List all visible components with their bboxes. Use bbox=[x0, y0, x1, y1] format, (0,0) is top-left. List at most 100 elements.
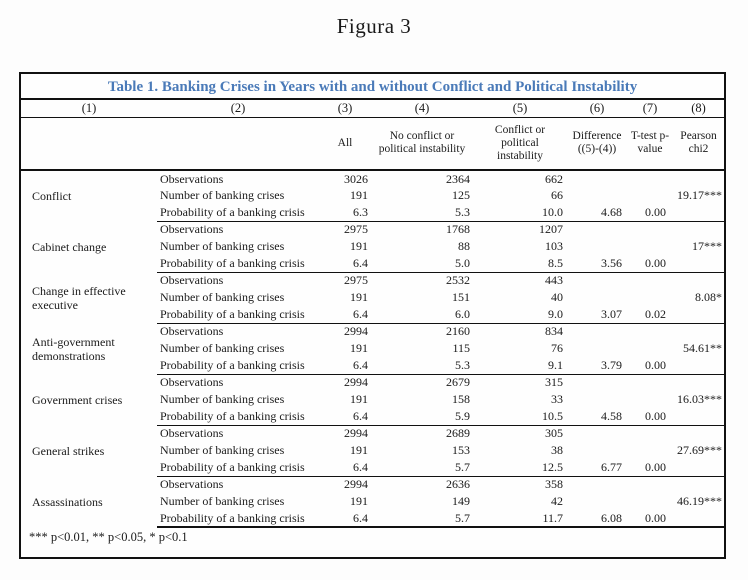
metric-label: Probability of a banking crisis bbox=[157, 408, 319, 426]
ttest-cell: 0.00 bbox=[627, 459, 673, 477]
data-row: Number of banking crises 191 88 103 17*** bbox=[21, 238, 724, 255]
value-cell: 5.7 bbox=[371, 459, 473, 477]
metric-label: Number of banking crises bbox=[160, 239, 285, 253]
data-row: Probability of a banking crisis 6.4 5.7 12.… bbox=[21, 459, 725, 477]
value-cell: 2636 bbox=[446, 477, 470, 492]
ttest-cell: 0.02 bbox=[627, 306, 673, 324]
value-cell: 158 bbox=[452, 392, 470, 406]
value-cell: 1207 bbox=[539, 222, 563, 237]
value-cell: 115 bbox=[452, 341, 470, 355]
difference-cell: 3.56 bbox=[567, 255, 627, 273]
data-row: Number of banking crises 191 151 40 8.08* bbox=[21, 289, 724, 306]
value-cell: 834 bbox=[545, 324, 563, 339]
data-row: Number of banking crises 191 125 66 19.17*** bbox=[21, 187, 724, 204]
value-cell: 5.9 bbox=[371, 408, 473, 426]
pearson-cell bbox=[673, 255, 725, 273]
value-cell: 9.1 bbox=[473, 357, 567, 375]
category-cell: Assassinations bbox=[32, 494, 103, 509]
ttest-cell bbox=[627, 238, 673, 255]
ttest-cell bbox=[627, 340, 673, 357]
table-header: Table 1. Banking Crises in Years with an… bbox=[21, 74, 725, 171]
ttest-cell bbox=[627, 391, 673, 408]
ttest-cell: 0.00 bbox=[627, 357, 673, 375]
data-row: Probability of a banking crisis 6.4 5.3 9.1… bbox=[21, 357, 725, 375]
metric-label: Number of banking crises bbox=[160, 341, 285, 355]
table-body: Conflict Observations 3026 2364 662 Number of… bbox=[21, 170, 725, 528]
pearson-cell bbox=[673, 204, 725, 222]
difference-cell bbox=[567, 340, 627, 357]
pearson-cell bbox=[673, 272, 724, 289]
difference-cell bbox=[567, 221, 627, 238]
value-cell: 191 bbox=[350, 290, 368, 304]
column-number: (3) bbox=[319, 99, 371, 118]
value-cell: 42 bbox=[551, 494, 563, 508]
pearson-cell bbox=[673, 374, 724, 391]
value-cell: 5.0 bbox=[371, 255, 473, 273]
value-cell: 9.0 bbox=[473, 306, 567, 324]
value-cell: 149 bbox=[452, 494, 470, 508]
value-cell: 5.7 bbox=[371, 510, 473, 528]
metric-label: Probability of a banking crisis bbox=[157, 459, 319, 477]
column-header-pearson: Pearson chi2 bbox=[673, 117, 725, 171]
column-number: (2) bbox=[157, 99, 319, 118]
difference-cell bbox=[567, 289, 627, 306]
metric-label: Probability of a banking crisis bbox=[157, 255, 319, 273]
difference-cell: 4.68 bbox=[567, 204, 627, 222]
pearson-cell bbox=[673, 425, 724, 442]
pearson-cell: 8.08* bbox=[695, 290, 723, 304]
pearson-cell bbox=[673, 323, 724, 340]
metric-label: Observations bbox=[160, 222, 224, 237]
pearson-cell: 46.19*** bbox=[677, 494, 723, 508]
metric-label: Number of banking crises bbox=[160, 494, 285, 508]
column-numbers-row: (1) (2) (3) (4) (5) (6) (7) (8) bbox=[21, 99, 725, 118]
value-cell: 443 bbox=[545, 273, 563, 288]
data-row: Probability of a banking crisis 6.4 6.0 9.0… bbox=[21, 306, 725, 324]
ttest-cell bbox=[627, 170, 673, 187]
pearson-cell bbox=[673, 170, 724, 187]
value-cell: 2994 bbox=[344, 426, 368, 441]
value-cell: 5.3 bbox=[371, 204, 473, 222]
pearson-cell: 27.69*** bbox=[677, 443, 723, 457]
value-cell: 76 bbox=[551, 341, 563, 355]
value-cell: 6.4 bbox=[319, 306, 371, 324]
data-row: Cabinet change Observations 2975 1768 1207 bbox=[21, 221, 724, 253]
ttest-cell bbox=[627, 493, 673, 510]
difference-cell bbox=[567, 238, 627, 255]
ttest-cell: 0.00 bbox=[627, 510, 673, 528]
difference-cell bbox=[567, 391, 627, 408]
value-cell: 2679 bbox=[446, 375, 470, 390]
value-cell: 191 bbox=[350, 341, 368, 355]
value-cell: 103 bbox=[545, 239, 563, 253]
difference-cell bbox=[567, 425, 627, 442]
metric-label: Observations bbox=[160, 324, 224, 339]
value-cell: 2160 bbox=[446, 324, 470, 339]
metric-label: Number of banking crises bbox=[160, 290, 285, 304]
value-cell: 2975 bbox=[344, 222, 368, 237]
value-cell: 40 bbox=[551, 290, 563, 304]
pearson-cell bbox=[673, 476, 724, 493]
difference-cell: 6.08 bbox=[567, 510, 627, 528]
pearson-cell bbox=[673, 408, 725, 426]
pearson-cell: 16.03*** bbox=[677, 392, 723, 406]
metric-label: Observations bbox=[160, 273, 224, 288]
value-cell: 1768 bbox=[446, 222, 470, 237]
column-number: (4) bbox=[371, 99, 473, 118]
value-cell: 12.5 bbox=[473, 459, 567, 477]
ttest-cell bbox=[627, 374, 673, 391]
value-cell: 2975 bbox=[344, 273, 368, 288]
data-row: Number of banking crises 191 115 76 54.61** bbox=[21, 340, 724, 357]
value-cell: 11.7 bbox=[473, 510, 567, 528]
pearson-cell bbox=[673, 221, 724, 238]
metric-label: Number of banking crises bbox=[160, 392, 285, 406]
value-cell: 2532 bbox=[446, 273, 470, 288]
column-header-all: All bbox=[319, 117, 371, 171]
value-cell: 191 bbox=[350, 494, 368, 508]
pearson-cell: 54.61** bbox=[683, 341, 723, 355]
category-cell: Change in effective executive bbox=[32, 283, 126, 312]
value-cell: 6.4 bbox=[319, 459, 371, 477]
data-row: Probability of a banking crisis 6.4 5.9 10.… bbox=[21, 408, 725, 426]
value-cell: 305 bbox=[545, 426, 563, 441]
difference-cell bbox=[567, 493, 627, 510]
value-cell: 662 bbox=[545, 171, 563, 186]
